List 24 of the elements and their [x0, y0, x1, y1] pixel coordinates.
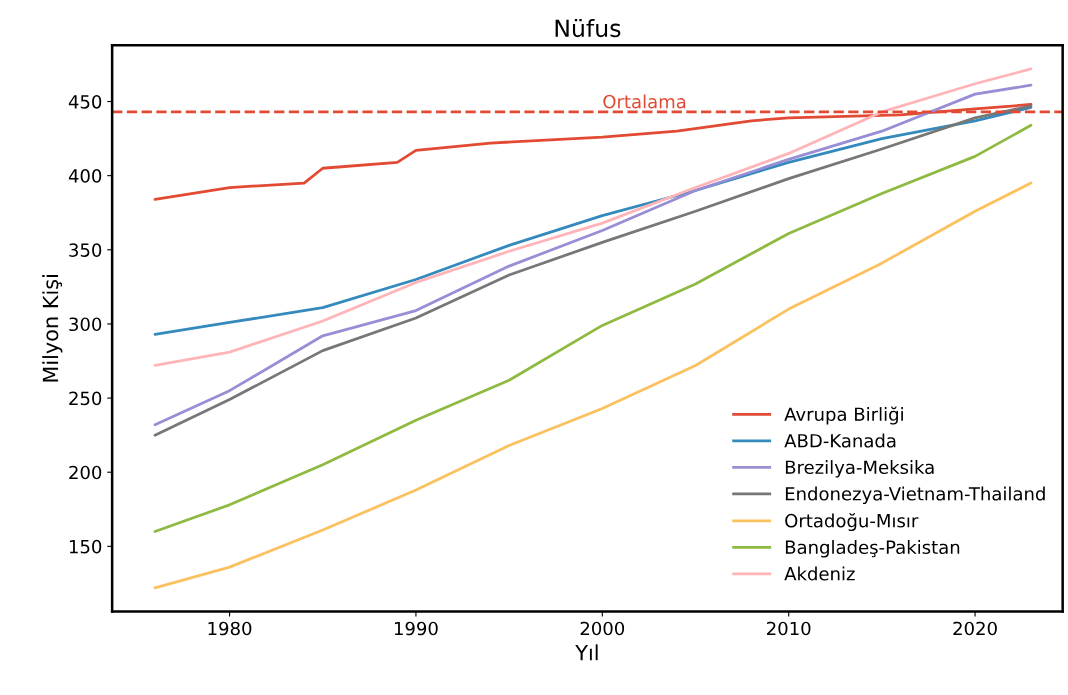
- y-tick-label: 250: [69, 391, 102, 406]
- legend-label: Avrupa Birliği: [784, 406, 903, 425]
- x-tick-label: 2000: [580, 621, 625, 636]
- legend-label: Bangladeş-Pakistan: [785, 540, 960, 558]
- line-series: [153, 67, 1033, 367]
- x-tick-label: 2010: [767, 621, 811, 636]
- ref-line-label: Ortalama: [603, 94, 686, 109]
- x-axis-title: Yıl: [575, 644, 598, 661]
- y-tick-label: 300: [69, 317, 102, 332]
- legend-label: Ortadoğu-Mısır: [785, 513, 919, 532]
- x-tick-label: 1990: [394, 621, 438, 636]
- y-tick-label: 200: [69, 465, 102, 480]
- legend-label: ABD-Kanada: [784, 433, 896, 448]
- legend-label: Endonezya-Vietnam-Thailand: [785, 486, 1045, 505]
- x-tick-label: 2020: [953, 621, 997, 636]
- y-tick-label: 400: [68, 169, 102, 183]
- legend-label: Akdeniz: [784, 566, 855, 581]
- chart-title: Nüfus: [555, 18, 621, 38]
- y-tick-label: 350: [69, 243, 102, 257]
- x-tick-label: 1980: [208, 621, 252, 636]
- y-axis-title: Milyon Kişi: [42, 275, 63, 382]
- y-tick-label: 450: [68, 94, 102, 109]
- y-tick-label: 150: [69, 539, 102, 554]
- legend-label: Brezilya-Meksika: [785, 460, 934, 478]
